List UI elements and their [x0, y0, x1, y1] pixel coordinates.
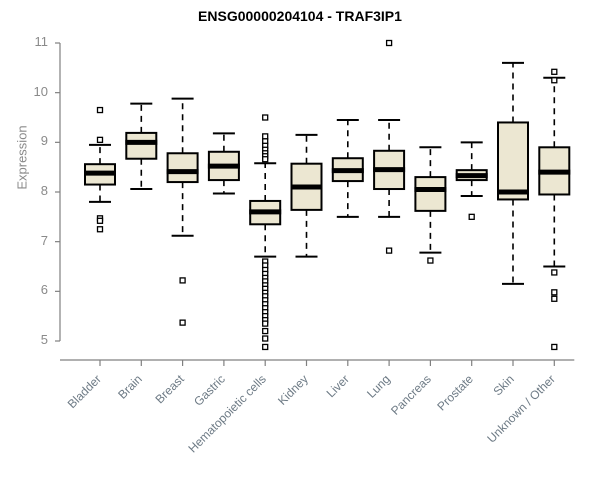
box-body[interactable] [414, 176, 447, 212]
outlier-point [96, 106, 104, 114]
y-tick-label: 8 [40, 183, 48, 198]
outlier-point [262, 133, 269, 140]
outlier-point [551, 295, 558, 302]
outlier-point [468, 213, 475, 220]
outlier-point [262, 327, 269, 335]
outlier-point [96, 136, 104, 144]
outlier-point [551, 77, 558, 84]
page-title: ENSG00000204104 - TRAF3IP1 [198, 8, 402, 24]
box-body[interactable] [497, 121, 529, 201]
y-tick-label: 10 [33, 83, 48, 99]
y-tick-label: 9 [40, 133, 48, 149]
outlier-point [551, 289, 558, 296]
outlier-point [96, 226, 104, 233]
outlier-point [385, 247, 393, 254]
y-tick-label: 5 [40, 332, 48, 347]
outlier-point [179, 319, 186, 326]
outlier-point [551, 343, 558, 351]
outlier-point [262, 335, 269, 342]
outlier-point [96, 217, 104, 224]
outlier-point [385, 39, 393, 47]
y-tick-label: 7 [40, 232, 48, 248]
y-tick-label: 6 [40, 282, 48, 298]
outlier-point [427, 257, 434, 264]
box-body[interactable] [166, 152, 199, 184]
outlier-point [179, 277, 186, 284]
outlier-point [551, 68, 558, 75]
outlier-point [262, 320, 269, 327]
outlier-point [551, 269, 558, 276]
outlier-point [262, 114, 269, 121]
outlier-point [262, 156, 269, 163]
outlier-point [262, 343, 269, 351]
box-body[interactable] [125, 131, 158, 160]
y-tick-label: 11 [34, 34, 49, 49]
